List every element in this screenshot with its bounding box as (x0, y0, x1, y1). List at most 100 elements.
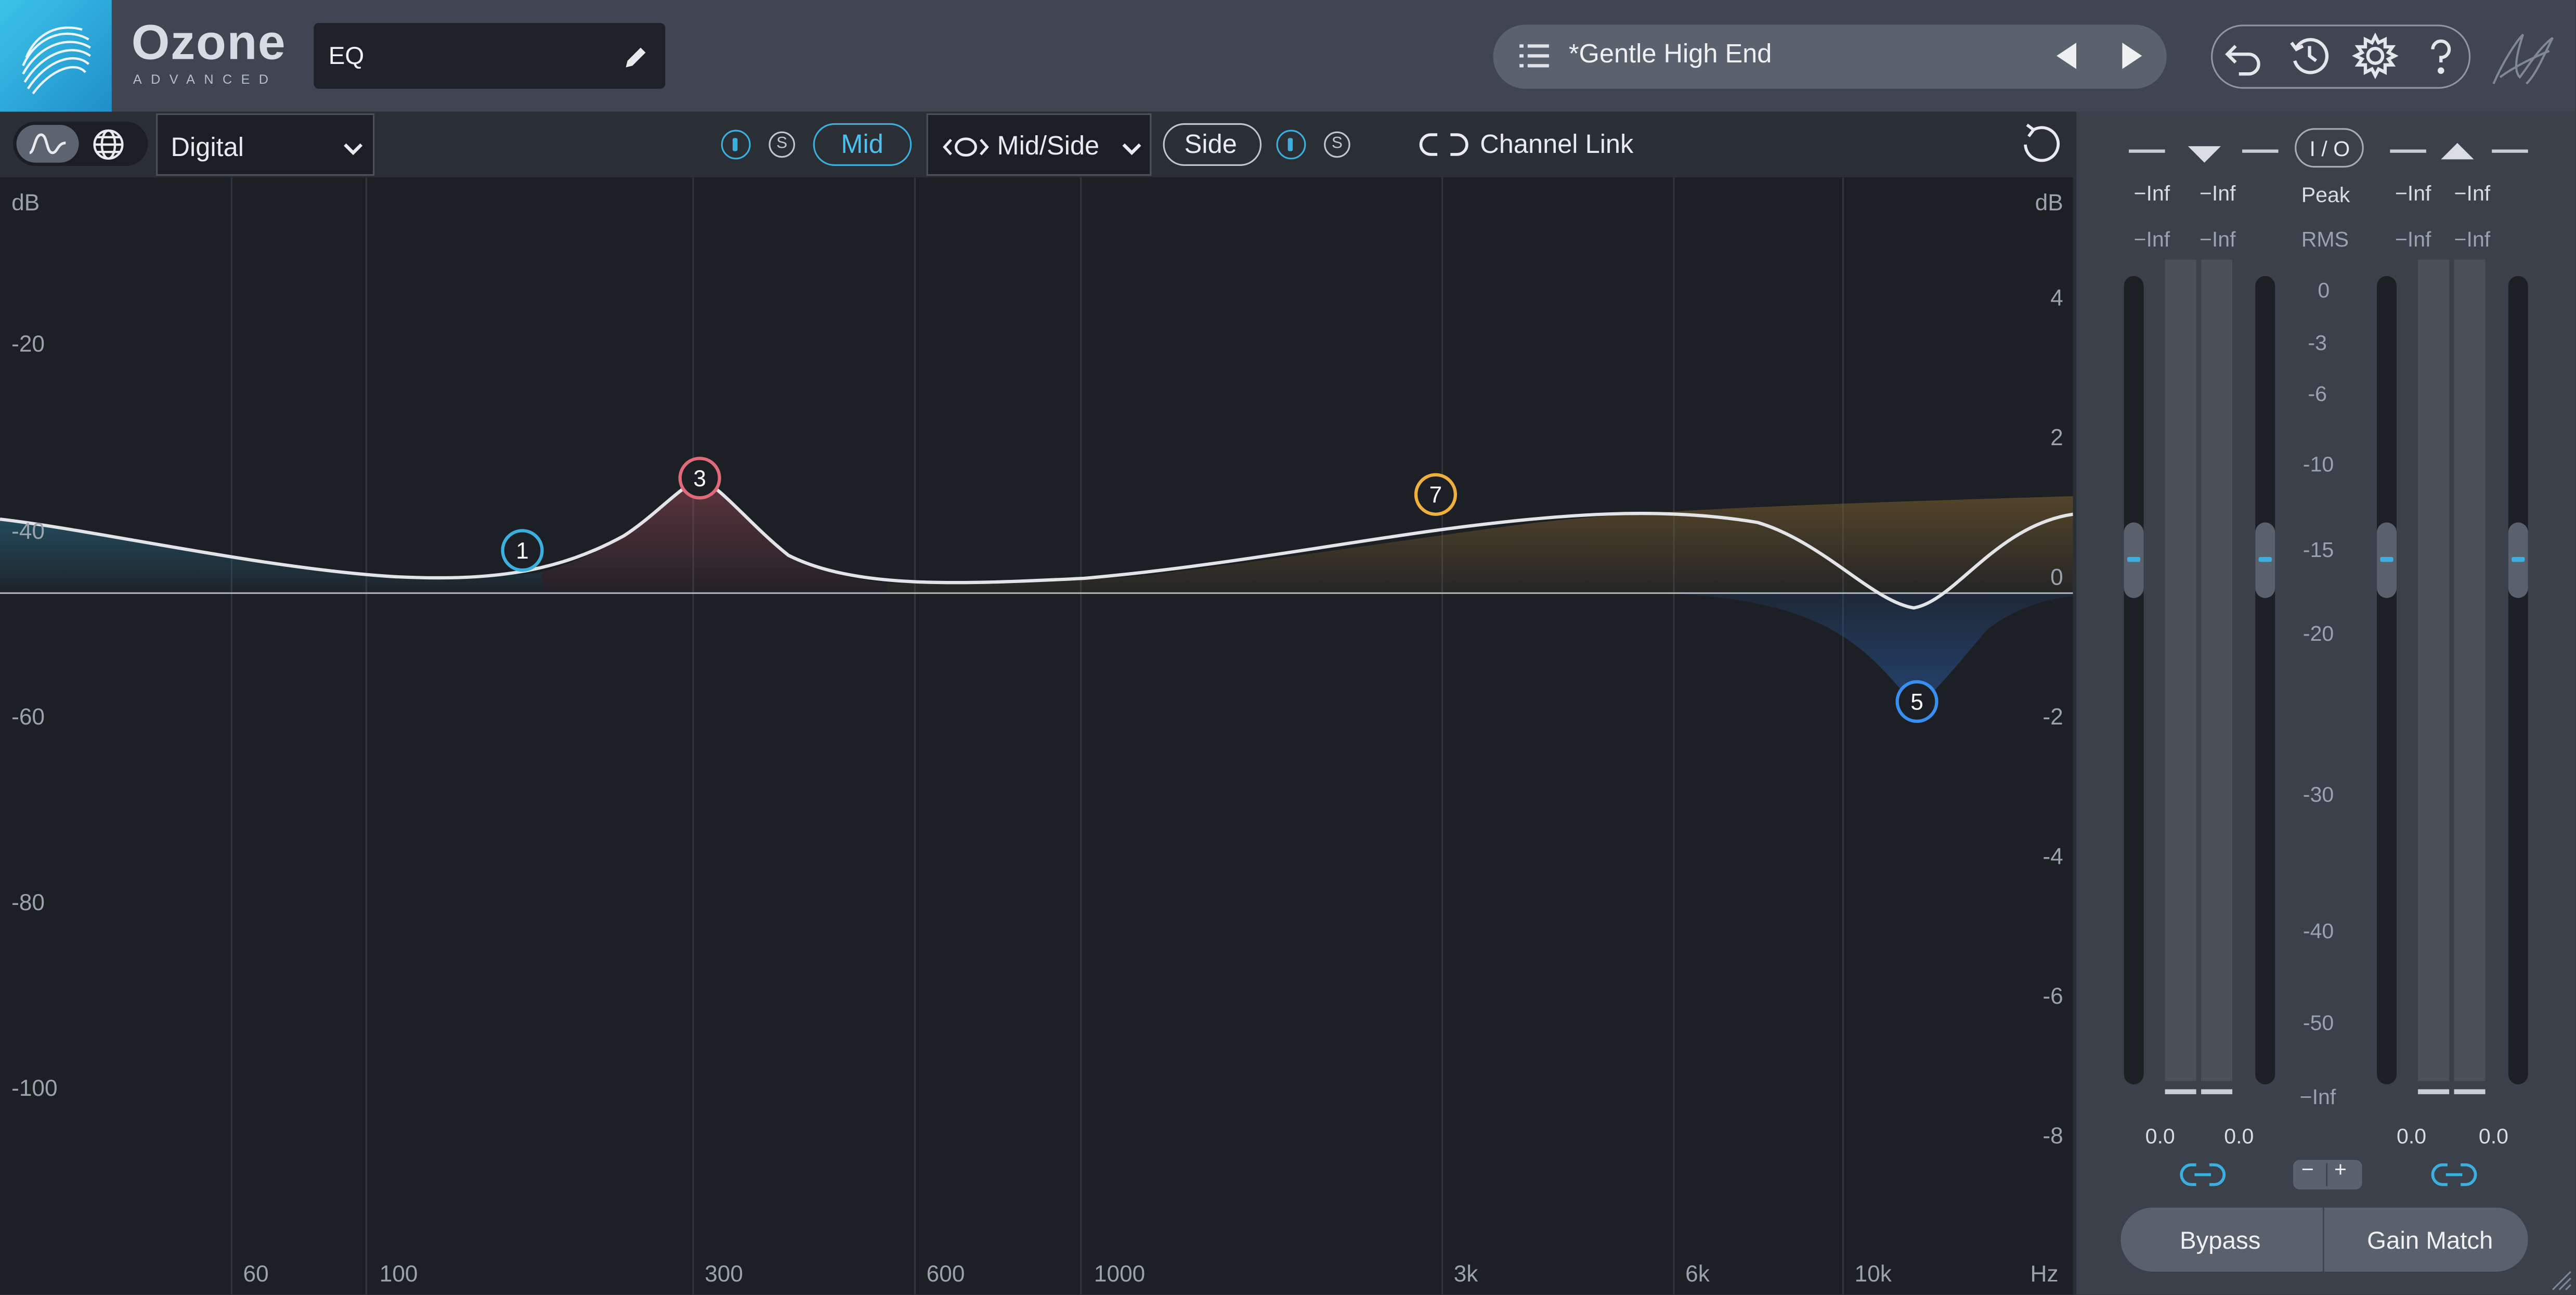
gear-icon[interactable] (2351, 32, 2399, 80)
previous-preset-button[interactable] (2050, 40, 2083, 72)
gain-step-control (2293, 1160, 2362, 1190)
mid-listen-icon[interactable] (721, 130, 751, 160)
button-divider (2322, 1207, 2324, 1272)
channel-link-label[interactable]: Channel Link (1480, 131, 1634, 160)
freq-unit: Hz (2030, 1260, 2059, 1287)
minus-button[interactable]: − (2301, 1156, 2314, 1182)
input-gain-left-value[interactable]: 0.0 (2145, 1123, 2175, 1149)
gain-match-button[interactable]: Gain Match (2367, 1227, 2493, 1255)
chevron-down-icon[interactable] (342, 136, 365, 156)
rms-label: RMS (2301, 226, 2349, 252)
io-toggle-label: I / O (2309, 136, 2350, 161)
input-meter-left (2165, 260, 2196, 1081)
eq-node-7-label: 7 (1429, 483, 1442, 508)
output-gain-fader-left[interactable] (2377, 276, 2397, 1084)
eq-curve-view-icon[interactable] (27, 130, 69, 158)
side-solo-button[interactable]: S (1324, 131, 1350, 158)
history-icon[interactable] (2286, 33, 2332, 79)
band-5-fill (1659, 593, 2073, 704)
side-listen-icon[interactable] (1276, 130, 1306, 160)
resize-grip-icon[interactable] (2549, 1268, 2572, 1291)
left-db-tick: -60 (11, 703, 45, 730)
dash-icon (2492, 149, 2528, 153)
output-gain-left-value[interactable]: 0.0 (2396, 1123, 2427, 1149)
module-name-field[interactable] (314, 23, 666, 89)
meter-scale-label: -6 (2308, 381, 2327, 406)
input-triangle-icon (2188, 143, 2221, 163)
module-name-label: EQ (328, 43, 365, 71)
io-meter-panel (2073, 111, 2576, 1295)
fader-handle[interactable] (2508, 522, 2528, 598)
side-channel-label: Side (1184, 131, 1237, 160)
output-rms-right: −Inf (2454, 226, 2491, 252)
left-db-tick: -80 (11, 889, 45, 915)
output-gain-right-value[interactable]: 0.0 (2478, 1123, 2509, 1149)
input-peak-left: −Inf (2133, 180, 2170, 205)
mid-side-icon (943, 135, 989, 159)
meter-scale-label: -50 (2302, 1010, 2334, 1035)
link-icon[interactable] (1419, 132, 1468, 158)
next-preset-button[interactable] (2116, 40, 2149, 72)
output-link-icon[interactable] (2431, 1161, 2477, 1188)
freq-tick: 1000 (1094, 1260, 1146, 1287)
input-gain-fader-left[interactable] (2124, 276, 2144, 1084)
output-meter-left (2418, 260, 2450, 1081)
mid-solo-button[interactable]: S (769, 131, 795, 158)
fader-handle[interactable] (2377, 522, 2397, 598)
eq-node-7[interactable]: 7 (1414, 473, 1458, 516)
eq-node-5-label: 5 (1910, 690, 1923, 715)
history-button-group (2211, 24, 2471, 89)
output-gain-fader-right[interactable] (2508, 276, 2528, 1084)
processing-mode-value: Digital (171, 135, 244, 163)
input-gain-fader-right[interactable] (2255, 276, 2275, 1084)
eq-node-5[interactable]: 5 (1895, 680, 1938, 723)
freq-tick: 600 (926, 1260, 965, 1287)
right-db-tick: -6 (2042, 982, 2063, 1009)
panel-divider (2073, 111, 2076, 1295)
input-link-icon[interactable] (2180, 1161, 2226, 1188)
fader-handle[interactable] (2124, 522, 2144, 598)
preset-selector[interactable] (1493, 24, 2167, 89)
freq-tick: 100 (379, 1260, 418, 1287)
processing-mode-select[interactable] (156, 113, 375, 176)
eq-response-curve[interactable] (0, 478, 2073, 610)
ozone-logo-icon[interactable] (0, 0, 112, 112)
right-db-tick: -8 (2042, 1122, 2063, 1149)
reset-icon[interactable] (2017, 122, 2063, 167)
io-toggle-button[interactable] (2295, 128, 2364, 168)
globe-icon[interactable] (92, 128, 125, 161)
meter-floor (2454, 1089, 2486, 1094)
band-1-fill (0, 519, 542, 593)
right-db-tick: 4 (2050, 284, 2063, 311)
peak-label: Peak (2301, 182, 2350, 208)
eq-graph[interactable]: 1 3 7 5 (0, 177, 2073, 1295)
stereo-mode-select[interactable] (926, 113, 1152, 176)
undo-icon[interactable] (2221, 33, 2267, 79)
mid-channel-button[interactable] (813, 123, 912, 166)
preset-name: *Gentle High End (1568, 41, 1772, 69)
list-icon[interactable] (1519, 43, 1549, 69)
brand-edition: ADVANCED (133, 72, 278, 87)
chevron-down-icon[interactable] (1120, 136, 1143, 156)
freq-tick: 10k (1854, 1260, 1892, 1287)
plus-button[interactable]: + (2334, 1156, 2347, 1182)
help-icon[interactable] (2418, 33, 2464, 79)
frequency-gridlines (230, 177, 1844, 1295)
dash-icon (2242, 149, 2279, 153)
dash-icon (2390, 149, 2426, 153)
pencil-icon[interactable] (621, 43, 650, 72)
fader-handle[interactable] (2255, 522, 2275, 598)
left-db-tick: -20 (11, 330, 45, 357)
side-channel-button[interactable] (1163, 123, 1262, 166)
meter-scale-label: -3 (2308, 330, 2327, 355)
input-gain-right-value[interactable]: 0.0 (2224, 1123, 2254, 1149)
output-peak-right: −Inf (2454, 180, 2491, 205)
brand-name: Ozone (131, 16, 287, 71)
bypass-button[interactable]: Bypass (2179, 1227, 2261, 1255)
eq-node-1[interactable]: 1 (501, 529, 544, 572)
meter-floor (2201, 1089, 2233, 1094)
output-rms-left: −Inf (2395, 226, 2431, 252)
eq-node-3[interactable]: 3 (678, 457, 721, 500)
freq-tick: 3k (1453, 1260, 1478, 1287)
meter-scale-label: -15 (2302, 537, 2334, 562)
